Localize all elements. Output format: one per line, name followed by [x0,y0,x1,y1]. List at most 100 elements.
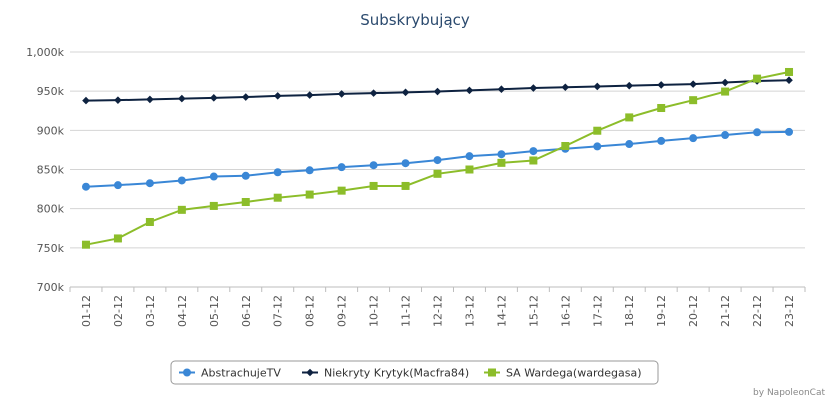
legend-box [170,360,659,385]
y-tick-label: 800k [37,203,65,216]
data-point [689,80,697,88]
data-point [657,136,666,145]
data-point [401,181,410,190]
data-point [337,163,346,172]
data-point [497,150,506,159]
data-point [241,93,250,101]
data-point [337,186,346,195]
credit-text: by NapoleonCat [753,388,825,398]
data-point [465,86,474,95]
data-point [465,165,474,174]
data-point [625,81,634,90]
data-point [146,95,154,104]
x-tick-label: 02-12 [112,295,125,327]
x-tick-label: 15-12 [527,295,540,327]
legend-marker [306,368,314,377]
legend-label: AbstrachujeTV [201,367,281,380]
legend-item-0[interactable]: AbstrachujeTV [179,367,281,380]
data-point [145,179,154,188]
data-point [369,89,378,97]
x-tick-label: 01-12 [80,295,93,327]
x-tick-label: 22-12 [751,295,764,327]
data-point [689,96,698,105]
data-point [337,90,346,98]
chart-title: Subskrybujący [360,11,470,29]
x-tick-label: 12-12 [432,295,445,327]
data-point [305,190,314,199]
data-point [529,147,538,156]
data-point [273,193,282,202]
data-point [113,234,122,243]
x-tick-label: 21-12 [719,295,732,327]
data-point [753,128,762,137]
axis-layer: 700k 750k 800k 850k 900k 950k 1,000k 01-12 02-12… [26,46,806,327]
data-point [593,142,602,151]
data-point [177,176,186,185]
x-tick-label: 23-12 [783,295,796,327]
data-point [657,104,666,113]
y-tick-label: 950k [37,85,65,98]
data-point [721,131,730,140]
y-tick-label: 1,000k [26,46,64,59]
data-point [273,92,282,100]
legend[interactable]: AbstrachujeTV Niekryty Krytyk(Macfra84) SA… [170,360,659,385]
data-point [657,81,665,89]
data-point [529,156,538,165]
data-point [721,87,730,96]
series-layer [81,67,794,249]
legend-marker [183,368,191,377]
data-point [401,88,410,97]
data-point [497,85,506,94]
data-point [625,113,634,122]
data-point [145,217,154,226]
x-tick-label: 17-12 [591,295,604,327]
legend-marker [488,368,496,377]
data-point [433,169,442,178]
data-point [369,181,378,190]
data-point [113,181,122,190]
x-tick-label: 20-12 [687,295,700,327]
data-point [305,166,314,175]
data-point [305,91,314,99]
x-tick-label: 10-12 [368,295,381,327]
data-point [401,159,410,168]
data-point [561,142,570,150]
x-tick-label: 04-12 [176,295,189,327]
legend-label: Niekryty Krytyk(Macfra84) [324,367,469,380]
data-point [241,171,250,180]
data-point [82,96,90,105]
x-tick-label: 07-12 [272,295,285,327]
legend-item-2[interactable]: SA Wardega(wardegasa) [484,367,642,380]
x-tick-label: 18-12 [623,295,636,327]
data-point [114,96,122,104]
data-point [433,156,442,165]
x-tick-label: 16-12 [559,295,572,327]
data-point [210,94,218,102]
data-point [81,182,90,191]
data-point [721,78,729,87]
x-tick-label: 11-12 [400,295,413,327]
x-tick-label: 06-12 [240,295,253,327]
data-point [433,87,442,96]
grid-layer [70,51,805,288]
data-point [209,172,218,181]
data-point [593,126,602,135]
y-tick-label: 700k [37,281,65,294]
data-point [561,83,570,92]
data-point [273,168,282,177]
x-tick-label: 13-12 [463,295,476,327]
series-2 [81,67,794,249]
legend-item-1[interactable]: Niekryty Krytyk(Macfra84) [302,367,469,380]
data-point [178,94,186,103]
y-tick-label: 750k [37,242,65,255]
data-point [785,76,793,84]
data-point [177,205,186,214]
x-tick-label: 08-12 [304,295,317,327]
data-point [497,158,506,167]
data-point [625,140,634,149]
x-tick-label: 03-12 [144,295,157,327]
series-1 [82,76,793,105]
data-point [753,74,762,83]
